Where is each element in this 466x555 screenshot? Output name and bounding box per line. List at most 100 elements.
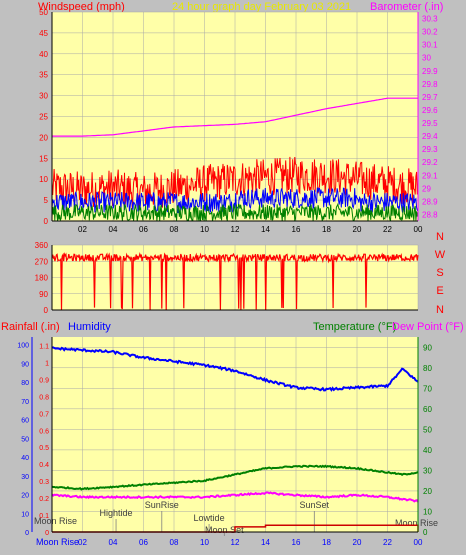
barometer-tick-label: 29.9	[422, 67, 438, 76]
windspeed-tick-label: 15	[39, 154, 48, 163]
windspeed-tick-label: 50	[39, 8, 48, 17]
humidity-tick-label: 30	[21, 474, 29, 481]
humidity-tick-label: 80	[21, 380, 29, 387]
windspeed-line	[51, 156, 419, 210]
humidity-x-tick-label: 20	[353, 538, 362, 547]
dewpoint-axis-title: Dew Point (°F)	[392, 321, 464, 333]
rainfall-tick-label: 0.8	[39, 394, 49, 401]
rainfall-tick-label: 0.1	[39, 513, 49, 520]
wind-x-tick-label: 06	[139, 225, 148, 234]
humidity-tick-label: 40	[21, 455, 29, 462]
temperature-tick-label: 10	[423, 507, 432, 516]
barometer-tick-label: 29.3	[422, 145, 438, 154]
humidity-tick-label: 60	[21, 418, 29, 425]
temperature-tick-label: 40	[423, 446, 432, 455]
direction-tick-label: 0	[44, 306, 49, 315]
wind-x-tick-label: 14	[261, 225, 270, 234]
barometer-line	[52, 97, 418, 137]
barometer-tick-label: 29.1	[422, 171, 438, 180]
event-label: Lowtide	[194, 513, 225, 523]
barometer-tick-label: 29.6	[422, 106, 438, 115]
wind-series	[51, 97, 419, 222]
windspeed-tick-label: 10	[39, 175, 48, 184]
event-label: SunSet	[300, 500, 330, 510]
direction-tick-label: 360	[35, 241, 49, 250]
temperature-tick-label: 20	[423, 487, 432, 496]
barometer-ticks: 30.3 30.2 30.1 30 29.9 29.8 29.7 29.6 29.5 29.4 29…	[422, 15, 438, 220]
rainfall-tick-label: 0.9	[39, 377, 49, 384]
direction-series	[51, 251, 419, 310]
barometer-tick-label: 29.8	[422, 80, 438, 89]
temperature-line	[51, 464, 419, 491]
compass-letter: N	[436, 231, 444, 243]
barometer-tick-label: 28.9	[422, 197, 438, 206]
humidity-x-tick-label: 22	[383, 538, 392, 547]
dewpoint-line	[51, 491, 419, 503]
humidity-x-tick-label: 16	[292, 538, 301, 547]
compass-letter: S	[436, 267, 443, 279]
wind-x-tick-label: 10	[200, 225, 209, 234]
humidity-tick-label: 100	[17, 343, 29, 350]
event-label: Hightide	[100, 508, 133, 518]
windspeed-tick-label: 20	[39, 133, 48, 142]
humidity-x-tick-label: 12	[231, 538, 240, 547]
humidity-tick-label: 20	[21, 493, 29, 500]
humidity-x-ticks: 02 04 06 08 10 12 14 16 18 20 22 00	[78, 538, 423, 547]
windspeed-axis-title: Windspeed (mph)	[38, 1, 125, 13]
windspeed-tick-label: 35	[39, 71, 48, 80]
barometer-tick-label: 29.2	[422, 158, 438, 167]
barometer-tick-label: 28.8	[422, 210, 438, 219]
rainfall-tick-label: 0.3	[39, 479, 49, 486]
compass-letter: N	[436, 304, 444, 316]
wind-x-tick-label: 08	[170, 225, 179, 234]
direction-tick-label: 180	[35, 274, 49, 283]
windspeed-tick-label: 5	[44, 196, 49, 205]
humidity-tick-label: 0	[25, 530, 29, 537]
humidity-x-tick-label: 06	[139, 538, 148, 547]
humidity-tick-label: 10	[21, 511, 29, 518]
temperature-tick-label: 70	[423, 384, 432, 393]
chart-title: 24 hour graph day February 03 2021	[172, 1, 351, 13]
wind-x-tick-label: 20	[353, 225, 362, 234]
rainfall-tick-label: 1	[45, 360, 49, 367]
rainfall-axis-title: Rainfall (.in)	[1, 321, 60, 333]
wind-x-tick-label: 04	[109, 225, 118, 234]
temperature-tick-label: 0	[423, 528, 428, 537]
event-markers: Moon Rise Hightide SunRise Lowtide Moon Set S…	[34, 500, 438, 536]
wind-x-tick-label: 18	[322, 225, 331, 234]
rainfall-ticks: 1.1 1 0.9 0.8 0.7 0.6 0.5 0.4 0.3 0.2 0.1 0	[39, 343, 49, 537]
humidity-x-tick-label: 14	[261, 538, 270, 547]
direction-ticks: 360 270 180 90 0	[35, 241, 49, 315]
windspeed-tick-label: 30	[39, 92, 48, 101]
humidity-tick-label: 50	[21, 436, 29, 443]
direction-tick-label: 90	[39, 290, 48, 299]
compass-letter: E	[436, 285, 443, 297]
humidity-tick-label: 70	[21, 399, 29, 406]
rain-humidity-panel: Moon Rise Hightide SunRise Lowtide Moon Set S…	[17, 337, 438, 547]
rainfall-tick-label: 1.1	[39, 343, 49, 350]
humidity-x-tick-label: 10	[200, 538, 209, 547]
humidity-x-tick-label: 04	[109, 538, 118, 547]
wind-x-tick-label: 12	[231, 225, 240, 234]
temperature-ticks: 90 80 70 60 50 40 30 20 10 0	[423, 343, 432, 537]
humidity-x-tick-label: 02	[78, 538, 87, 547]
humidity-x-tick-label: 08	[170, 538, 179, 547]
windspeed-tick-label: 40	[39, 50, 48, 59]
rainfall-tick-label: 0.6	[39, 428, 49, 435]
rainfall-tick-label: 0.4	[39, 462, 49, 469]
barometer-tick-label: 30	[422, 54, 431, 63]
barometer-tick-label: 29	[422, 184, 431, 193]
temperature-tick-label: 30	[423, 466, 432, 475]
windspeed-tick-label: 0	[44, 217, 49, 226]
temperature-tick-label: 60	[423, 405, 432, 414]
rainfall-tick-label: 0.7	[39, 411, 49, 418]
barometer-tick-label: 30.3	[422, 15, 438, 24]
wind-x-tick-label: 22	[383, 225, 392, 234]
wind-x-ticks: 02 04 06 08 10 12 14 16 18 20 22 00	[78, 225, 423, 234]
rainfall-tick-label: 0.2	[39, 496, 49, 503]
